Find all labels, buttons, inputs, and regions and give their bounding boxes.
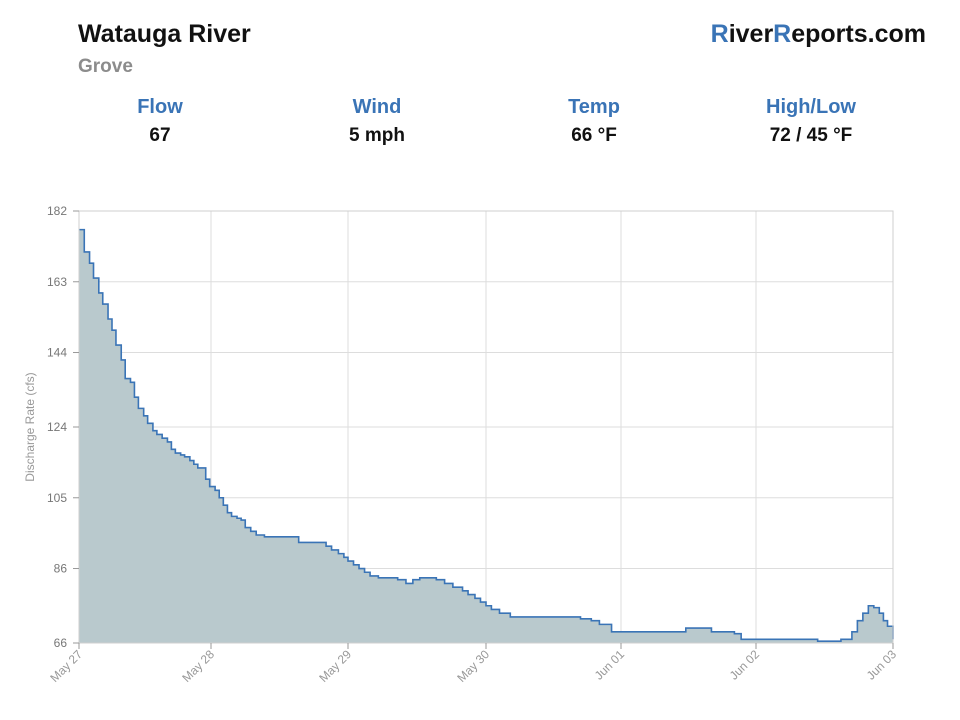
y-axis-label: Discharge Rate (cfs) [23,372,37,481]
brand-letter-r1: R [710,20,729,48]
discharge-area [79,229,893,643]
brand-part-2: eports.com [791,20,926,48]
stat-flow: Flow 67 [70,96,250,147]
page-subtitle: Grove [78,56,133,77]
stat-temp: Temp 66 °F [504,96,684,147]
x-tick-label-3: May 30 [454,647,492,685]
y-tick-label-0: 66 [54,636,68,650]
stat-temp-label: Temp [568,96,620,118]
stat-wind-label: Wind [352,96,402,118]
x-tick-label-1: May 28 [179,647,217,685]
y-tick-label-1: 86 [54,562,68,576]
x-tick-label-6: Jun 03 [864,647,900,683]
stat-temp-value: 66 °F [571,125,617,146]
stat-wind: Wind 5 mph [287,96,467,147]
stat-high-low: High/Low 72 / 45 °F [721,96,901,147]
y-axis-ticks: 66 86 105 124 144 163 182 [47,204,79,650]
y-tick-label-6: 182 [47,204,67,218]
stat-high-low-value: 72 / 45 °F [769,125,853,146]
x-axis-ticks: May 27 May 28 May 29 May 30 Jun 01 Jun 02 Jun … [47,643,899,685]
x-tick-label-5: Jun 02 [727,647,763,683]
stat-flow-label: Flow [137,96,183,118]
x-tick-label-2: May 29 [316,647,354,685]
brand-part-1: iver [728,20,774,48]
stat-high-low-label: High/Low [766,96,856,118]
brand-letter-r2: R [773,20,792,48]
y-tick-label-5: 163 [47,275,67,289]
y-tick-label-2: 105 [47,491,67,505]
stat-flow-value: 67 [149,125,171,146]
y-tick-label-4: 144 [47,346,67,360]
brand-logo[interactable]: RiverReports.com [711,20,926,49]
discharge-line [79,228,894,642]
stat-wind-value: 5 mph [349,125,405,146]
y-tick-label-3: 124 [47,420,67,434]
x-tick-label-4: Jun 01 [592,647,628,683]
page-title: Watauga River [78,20,251,48]
x-tick-label-0: May 27 [47,647,85,685]
